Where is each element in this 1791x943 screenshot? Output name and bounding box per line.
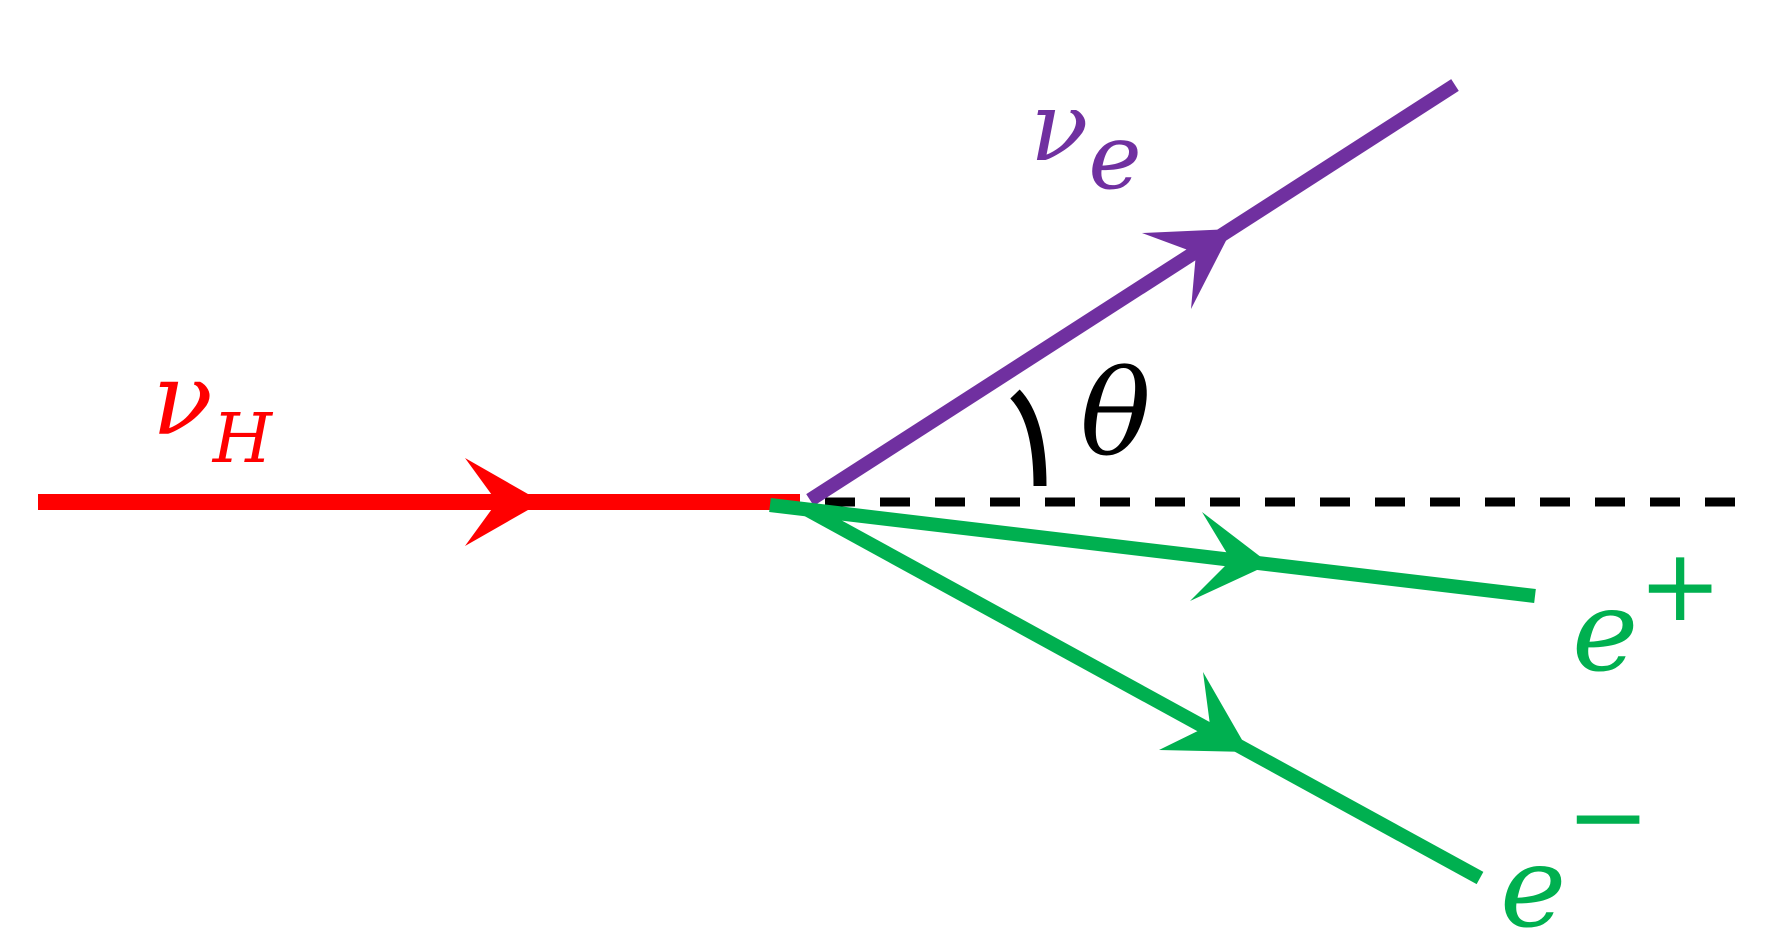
electron-line — [804, 503, 1484, 885]
incoming-neutrino-symbol: ν — [152, 341, 213, 458]
positron-line — [769, 498, 1536, 603]
incoming-neutrino-label: νH — [152, 341, 274, 479]
outgoing-neutrino-label: νe — [1030, 71, 1142, 210]
positron-arrow-head — [1190, 512, 1270, 601]
electron-symbol: e — [1500, 823, 1566, 943]
positron-symbol: e — [1572, 567, 1638, 697]
electron-label: e− — [1500, 758, 1650, 943]
electron-arrow-head — [1159, 672, 1249, 752]
incoming-arrow-head — [465, 458, 542, 546]
outgoing-neutrino-subscript: e — [1088, 105, 1141, 210]
electron-superscript: − — [1566, 758, 1650, 875]
incoming-neutrino-subscript: H — [211, 400, 274, 479]
outgoing-neutrino-symbol: ν — [1030, 71, 1088, 183]
positron-superscript: + — [1638, 527, 1722, 644]
angle-label: θ — [1080, 344, 1151, 482]
outgoing-neutrino-arrow-head — [1142, 229, 1232, 309]
angle-arc — [1010, 389, 1047, 487]
positron-label: e+ — [1572, 527, 1722, 697]
outgoing-neutrino-line — [806, 79, 1459, 506]
